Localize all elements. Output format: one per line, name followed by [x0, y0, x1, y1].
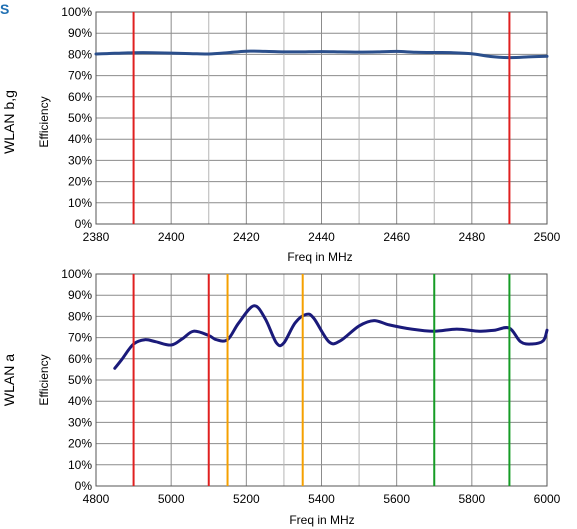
x-tick-label: 6000	[534, 492, 561, 506]
y-tick-label: 30%	[68, 153, 92, 167]
y-tick-label: 40%	[68, 394, 92, 408]
x-tick-label: 5600	[383, 492, 410, 506]
y-tick-label: 10%	[68, 458, 92, 472]
x-tick-label: 5400	[308, 492, 335, 506]
corner-mark: S	[0, 1, 9, 17]
y-tick-label: 50%	[68, 373, 92, 387]
y-tick-label: 30%	[68, 415, 92, 429]
x-tick-label: 2440	[308, 230, 335, 244]
y-tick-label: 80%	[68, 309, 92, 323]
x-tick-label: 2400	[158, 230, 185, 244]
x-tick-label: 5000	[158, 492, 185, 506]
y-tick-label: 60%	[68, 352, 92, 366]
efficiency-series-line	[113, 304, 549, 370]
y-tick-label: 0%	[75, 217, 93, 231]
y-axis-label-bottom: Efficiency	[37, 354, 51, 405]
y-tick-label: 100%	[61, 267, 92, 281]
efficiency-series-line	[94, 49, 549, 60]
y-tick-label: 50%	[68, 111, 92, 125]
y-tick-label: 70%	[68, 69, 92, 83]
x-axis-label-bottom: Freq in MHz	[289, 513, 354, 527]
x-tick-label: 5800	[458, 492, 485, 506]
x-tick-label: 2480	[458, 230, 485, 244]
y-tick-label: 20%	[68, 175, 92, 189]
plot-frame	[95, 11, 548, 225]
y-tick-label: 20%	[68, 437, 92, 451]
y-tick-label: 70%	[68, 331, 92, 345]
plot-frame	[95, 273, 548, 487]
plot-area-bottom: 0% 10% 20% 30% 40% 50% 60% 70% 80% 90% 100% 4800 500…	[61, 267, 560, 506]
y-tick-label: 90%	[68, 288, 92, 302]
plot-area-top: 0% 10% 20% 30% 40% 50% 60% 70% 80% 90% 100% 2380 240…	[61, 5, 560, 244]
x-tick-label: 5200	[233, 492, 260, 506]
y-tick-label: 90%	[68, 26, 92, 40]
chart-wlan-a: WLAN a Efficiency Freq in MHz 0% 10% 20% 30…	[1, 267, 561, 527]
y-tick-label: 10%	[68, 196, 92, 210]
row-label-wlan-bg: WLAN b,g	[1, 90, 17, 154]
x-tick-label: 2460	[383, 230, 410, 244]
x-tick-label: 2500	[534, 230, 561, 244]
y-tick-label: 80%	[68, 47, 92, 61]
y-tick-label: 60%	[68, 90, 92, 104]
x-tick-label: 4800	[83, 492, 110, 506]
y-axis-label-top: Efficiency	[37, 96, 51, 147]
y-tick-label: 100%	[61, 5, 92, 19]
row-label-wlan-a: WLAN a	[1, 354, 17, 406]
x-axis-label-top: Freq in MHz	[287, 250, 352, 264]
y-tick-label: 0%	[75, 479, 93, 493]
y-tick-label: 40%	[68, 132, 92, 146]
chart-wlan-bg: WLAN b,g Efficiency Freq in MHz 0% 10% 20%…	[1, 5, 561, 264]
x-tick-label: 2380	[83, 230, 110, 244]
x-tick-label: 2420	[233, 230, 260, 244]
